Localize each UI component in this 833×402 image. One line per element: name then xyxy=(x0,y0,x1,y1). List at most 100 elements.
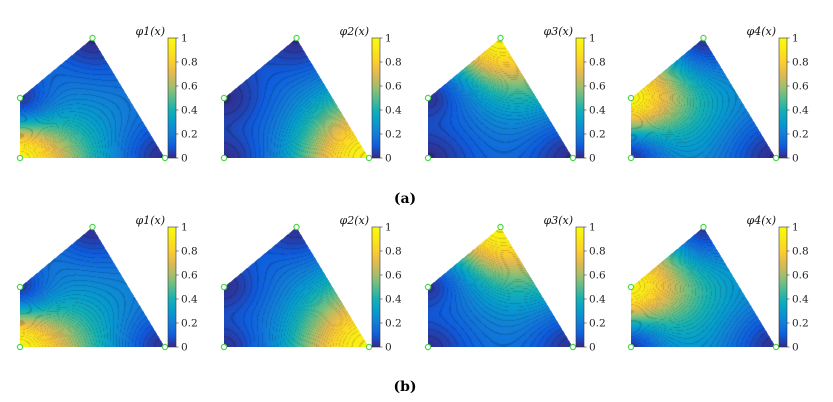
vertex-marker-3 xyxy=(220,94,228,102)
colorbar-tick-label: 0.8 xyxy=(589,57,606,69)
colorbar-tick-label: 0.6 xyxy=(181,81,198,93)
row-label-b: (b) xyxy=(393,379,416,395)
colorbar-tick-label: 0 xyxy=(589,153,596,165)
panel-title: φ2(x) xyxy=(340,214,370,227)
vertex-marker-1 xyxy=(569,343,577,351)
colorbar-tick-label: 0.6 xyxy=(589,81,606,93)
colorbar-tick-label: 0.4 xyxy=(181,294,198,306)
vertex-marker-2 xyxy=(89,34,96,42)
heatmap-field xyxy=(428,38,573,158)
colorbar-tick-label: 0.6 xyxy=(589,270,606,282)
colorbar xyxy=(575,37,585,159)
colorbar-tick-label: 0.4 xyxy=(385,294,402,306)
heatmap-field xyxy=(428,227,573,347)
colorbar-tick-label: 0 xyxy=(385,153,392,165)
vertex-marker-3 xyxy=(16,283,24,291)
heatmap-field xyxy=(631,227,776,347)
vertex-marker-0 xyxy=(627,343,635,351)
colorbar-tick-label: 0.2 xyxy=(589,318,606,330)
panel-1-1: 0 0.2 0.4 0.6 0.8 1 φ2(x) xyxy=(220,214,402,354)
heatmap-field xyxy=(631,38,776,158)
vertex-marker-1 xyxy=(569,154,577,162)
colorbar-tick-label: 0.8 xyxy=(385,57,402,69)
colorbar-tick-label: 0.2 xyxy=(385,318,402,330)
vertex-marker-2 xyxy=(700,223,707,231)
vertex-marker-0 xyxy=(424,343,432,351)
colorbar-tick-label: 0.8 xyxy=(181,57,198,69)
colorbar-tick-label: 0.4 xyxy=(181,105,198,117)
colorbar-tick-label: 1 xyxy=(589,222,596,234)
colorbar-tick-label: 1 xyxy=(792,33,799,45)
vertex-marker-2 xyxy=(497,34,504,42)
vertex-marker-3 xyxy=(16,94,24,102)
heatmap-field xyxy=(20,38,165,158)
colorbar-tick-label: 0.4 xyxy=(589,294,606,306)
heatmap-field xyxy=(224,227,369,347)
panel-0-0: 0 0.2 0.4 0.6 0.8 1 φ1(x) xyxy=(16,25,198,165)
colorbar-tick-label: 0.8 xyxy=(181,246,198,258)
vertex-marker-2 xyxy=(89,223,96,231)
panel-0-3: 0 0.2 0.4 0.6 0.8 1 φ4(x) xyxy=(627,25,809,165)
colorbar-tick-label: 0.6 xyxy=(792,81,809,93)
colorbar-tick-label: 1 xyxy=(385,33,392,45)
vertex-marker-2 xyxy=(293,34,300,42)
vertex-marker-3 xyxy=(424,94,432,102)
colorbar-tick-label: 0.4 xyxy=(385,105,402,117)
colorbar-tick-label: 0.8 xyxy=(792,246,809,258)
vertex-marker-1 xyxy=(365,343,373,351)
colorbar-tick-label: 0 xyxy=(385,342,392,354)
panel-0-2: 0 0.2 0.4 0.6 0.8 1 φ3(x) xyxy=(424,25,606,165)
panel-title: φ3(x) xyxy=(544,214,574,227)
vertex-marker-1 xyxy=(365,154,373,162)
colorbar-tick-label: 1 xyxy=(385,222,392,234)
colorbar-tick-label: 0.6 xyxy=(385,270,402,282)
panel-title: φ4(x) xyxy=(747,214,777,227)
colorbar xyxy=(778,37,788,159)
colorbar xyxy=(167,226,177,348)
vertex-marker-2 xyxy=(700,34,707,42)
colorbar-tick-label: 0.2 xyxy=(181,129,198,141)
colorbar-tick-label: 0.6 xyxy=(385,81,402,93)
colorbar-tick-label: 0 xyxy=(589,342,596,354)
vertex-marker-0 xyxy=(16,154,24,162)
colorbar-tick-label: 0 xyxy=(792,153,799,165)
colorbar-tick-label: 0.6 xyxy=(792,270,809,282)
colorbar-tick-label: 0.2 xyxy=(792,318,809,330)
colorbar-tick-label: 0.8 xyxy=(589,246,606,258)
colorbar-tick-label: 1 xyxy=(589,33,596,45)
vertex-marker-0 xyxy=(627,154,635,162)
colorbar-tick-label: 0.6 xyxy=(181,270,198,282)
colorbar xyxy=(167,37,177,159)
vertex-marker-3 xyxy=(424,283,432,291)
panel-1-2: 0 0.2 0.4 0.6 0.8 1 φ3(x) xyxy=(424,214,606,354)
panel-title: φ4(x) xyxy=(747,25,777,38)
panel-1-0: 0 0.2 0.4 0.6 0.8 1 φ1(x) xyxy=(16,214,198,354)
colorbar xyxy=(371,226,381,348)
colorbar-tick-label: 0.4 xyxy=(589,105,606,117)
vertex-marker-1 xyxy=(772,154,780,162)
colorbar-tick-label: 0 xyxy=(792,342,799,354)
colorbar-tick-label: 0.4 xyxy=(792,105,809,117)
vertex-marker-2 xyxy=(497,223,504,231)
colorbar-tick-label: 0 xyxy=(181,153,188,165)
vertex-marker-0 xyxy=(16,343,24,351)
vertex-marker-3 xyxy=(627,283,635,291)
vertex-marker-0 xyxy=(424,154,432,162)
heatmap-field xyxy=(224,38,369,158)
panel-title: φ1(x) xyxy=(136,214,166,227)
panel-title: φ1(x) xyxy=(136,25,166,38)
vertex-marker-1 xyxy=(161,343,169,351)
vertex-marker-3 xyxy=(627,94,635,102)
colorbar xyxy=(575,226,585,348)
vertex-marker-0 xyxy=(220,154,228,162)
colorbar-tick-label: 1 xyxy=(792,222,799,234)
colorbar-tick-label: 1 xyxy=(181,33,188,45)
row-label-a: (a) xyxy=(394,191,416,207)
panel-title: φ3(x) xyxy=(544,25,574,38)
colorbar-tick-label: 0.2 xyxy=(792,129,809,141)
vertex-marker-3 xyxy=(220,283,228,291)
colorbar-tick-label: 0.8 xyxy=(385,246,402,258)
colorbar xyxy=(778,226,788,348)
colorbar-tick-label: 1 xyxy=(181,222,188,234)
